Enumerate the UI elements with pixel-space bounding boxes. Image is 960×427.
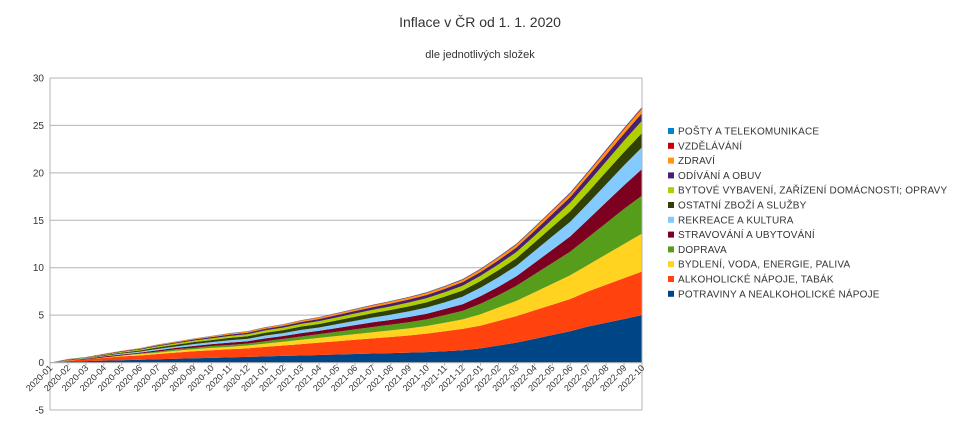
legend-label: POŠTY A TELEKOMUNIKACE	[678, 125, 819, 138]
legend-swatch	[668, 157, 674, 164]
legend-swatch	[668, 128, 674, 134]
legend-swatch	[668, 142, 674, 149]
legend-swatch	[668, 216, 674, 223]
legend-label: BYTOVÉ VYBAVENÍ, ZAŘÍZENÍ DOMÁCNOSTI; OP…	[678, 184, 948, 197]
y-tick-label: 15	[33, 216, 45, 227]
legend-swatch	[668, 290, 674, 297]
legend-label: ODÍVÁNÍ A OBUV	[678, 169, 762, 182]
legend-swatch	[668, 261, 674, 268]
y-tick-label: 10	[33, 263, 45, 274]
legend-swatch	[668, 172, 674, 179]
area-series	[50, 271, 642, 363]
legend-label: OSTATNÍ ZBOŽÍ A SLUŽBY	[678, 199, 807, 212]
area-series	[50, 315, 642, 363]
y-tick-label: 20	[33, 168, 45, 179]
legend-label: DOPRAVA	[678, 245, 727, 256]
legend-swatch	[668, 187, 674, 194]
legend-swatch	[668, 231, 674, 238]
legend-label: ZDRAVÍ	[678, 154, 715, 167]
legend-label: ALKOHOLICKÉ NÁPOJE, TABÁK	[678, 273, 834, 286]
y-tick-label: 0	[38, 358, 44, 369]
y-tick-label: -5	[35, 406, 44, 417]
y-tick-label: 25	[33, 121, 45, 132]
y-tick-label: 30	[33, 74, 45, 85]
legend-swatch	[668, 246, 674, 253]
y-tick-label: 5	[38, 311, 44, 322]
chart-subtitle: dle jednotlivých složek	[425, 49, 535, 61]
x-axis-ticks: 2020-012020-022020-032020-042020-052020-…	[24, 362, 646, 393]
y-axis-ticks: -5 0 5 10 15 20 25 30	[33, 74, 45, 417]
axes	[49, 78, 643, 410]
legend-label: BYDLENÍ, VODA, ENERGIE, PALIVA	[678, 258, 850, 271]
legend-label: POTRAVINY A NEALKOHOLICKÉ NÁPOJE	[678, 287, 880, 300]
legend-label: STRAVOVÁNÍ A UBYTOVÁNÍ	[678, 228, 815, 241]
chart-title: Inflace v ČR od 1. 1. 2020	[399, 14, 561, 30]
legend-swatch	[668, 202, 674, 208]
legend-label: VZDĚLÁVÁNÍ	[678, 139, 742, 152]
legend-swatch	[668, 276, 674, 282]
stacked-areas	[50, 106, 642, 363]
area-series	[50, 233, 642, 363]
area-series	[50, 108, 642, 363]
legend-label: REKREACE A KULTURA	[678, 215, 794, 226]
